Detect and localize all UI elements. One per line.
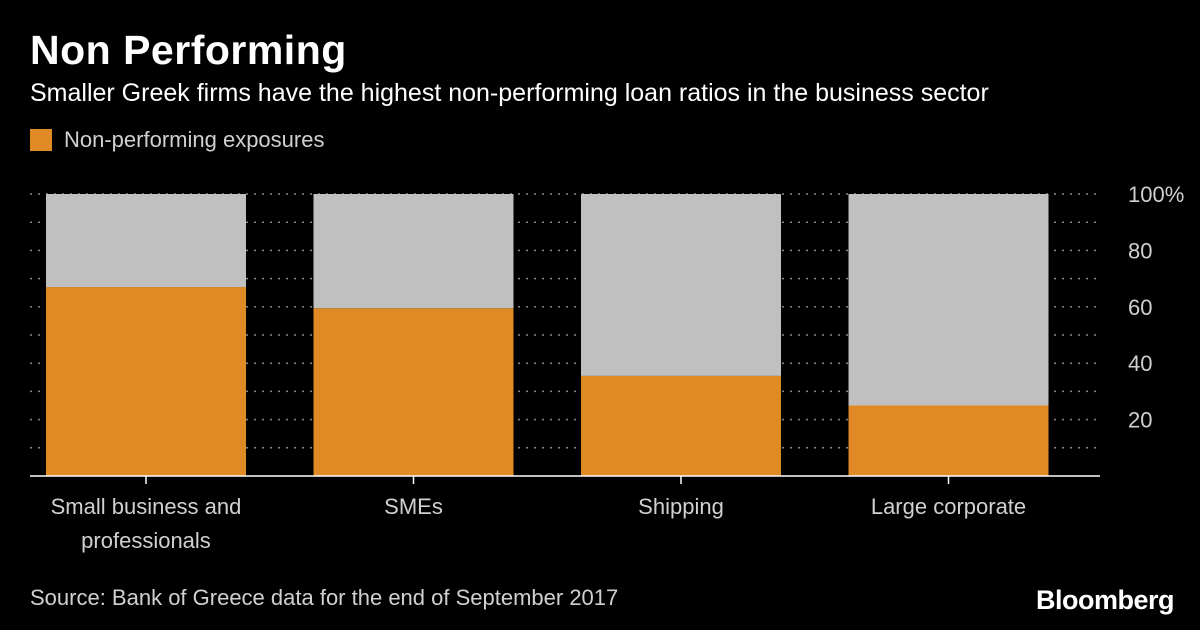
bar-remainder	[313, 194, 514, 309]
bar-remainder	[46, 194, 246, 288]
bar-np	[581, 375, 781, 476]
chart: Small business and professionals SMEs Shipp…	[30, 182, 1184, 553]
bar-np	[46, 287, 246, 476]
bar-remainder	[581, 194, 781, 376]
source-note: Source: Bank of Greece data for the end …	[30, 585, 619, 610]
legend-swatch-np	[30, 129, 52, 151]
legend-label-np: Non-performing exposures	[64, 127, 325, 152]
chart-subtitle: Smaller Greek firms have the highest non…	[30, 79, 989, 107]
x-tick-label: Large corporate	[871, 494, 1026, 519]
y-tick-label: 80	[1128, 238, 1152, 263]
y-tick-label: 60	[1128, 295, 1152, 320]
bar-np	[848, 405, 1049, 476]
bar-np	[313, 308, 514, 476]
x-tick-label: Shipping	[638, 494, 724, 519]
bar-remainder	[848, 194, 1049, 406]
y-tick-label: 100%	[1128, 182, 1184, 207]
x-tick-label: SMEs	[384, 494, 443, 519]
chart-title: Non Performing	[30, 27, 347, 73]
x-tick-label: Small business and	[51, 494, 242, 519]
x-tick-label: professionals	[81, 528, 211, 553]
y-tick-label: 20	[1128, 408, 1152, 433]
bloomberg-logo: Bloomberg	[1035, 585, 1175, 615]
y-tick-label: 40	[1128, 351, 1152, 376]
legend: Non-performing exposures	[30, 127, 324, 153]
